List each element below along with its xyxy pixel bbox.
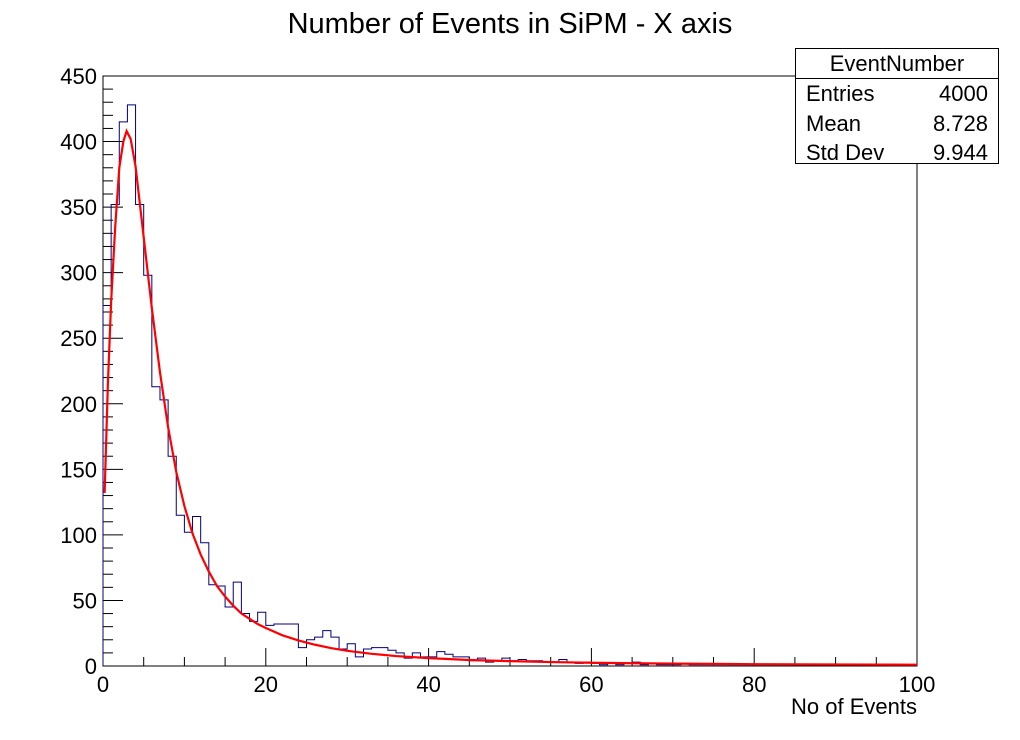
stats-box: EventNumber Entries 4000 Mean 8.728 Std … (795, 48, 999, 165)
y-tick-label: 350 (60, 195, 97, 220)
stats-mean-label: Mean (806, 110, 862, 136)
x-axis-label: No of Events (791, 694, 917, 719)
x-tick-label: 40 (416, 672, 440, 697)
stats-entries-value: 4000 (939, 81, 988, 106)
stats-std-value: 9.944 (932, 140, 988, 165)
y-tick-label: 150 (60, 457, 97, 482)
y-tick-label: 450 (60, 64, 97, 89)
y-tick-label: 200 (60, 392, 97, 417)
stats-mean-value: 8.728 (932, 110, 988, 136)
y-tick-label: 300 (60, 261, 97, 286)
stats-entries-label: Entries (806, 81, 875, 106)
x-tick-label: 20 (254, 672, 278, 697)
y-tick-label: 250 (60, 326, 97, 351)
stats-row-mean: Mean 8.728 (796, 109, 998, 139)
x-tick-label: 100 (899, 672, 936, 697)
stats-row-entries: Entries 4000 (796, 79, 998, 109)
stats-box-title: EventNumber (796, 49, 998, 79)
y-tick-label: 400 (60, 130, 97, 155)
x-tick-label: 0 (97, 672, 109, 697)
y-tick-label: 0 (85, 654, 97, 679)
stats-row-std: Std Dev 9.944 (796, 138, 998, 168)
x-tick-label: 60 (579, 672, 603, 697)
x-tick-label: 80 (742, 672, 766, 697)
plot-frame (102, 75, 918, 667)
y-tick-label: 100 (60, 523, 97, 548)
chart-title: Number of Events in SiPM - X axis (287, 8, 733, 40)
y-tick-label: 50 (73, 588, 97, 613)
fit-curve-series (103, 128, 918, 666)
stats-std-label: Std Dev (806, 140, 885, 165)
histogram-series (102, 104, 918, 666)
